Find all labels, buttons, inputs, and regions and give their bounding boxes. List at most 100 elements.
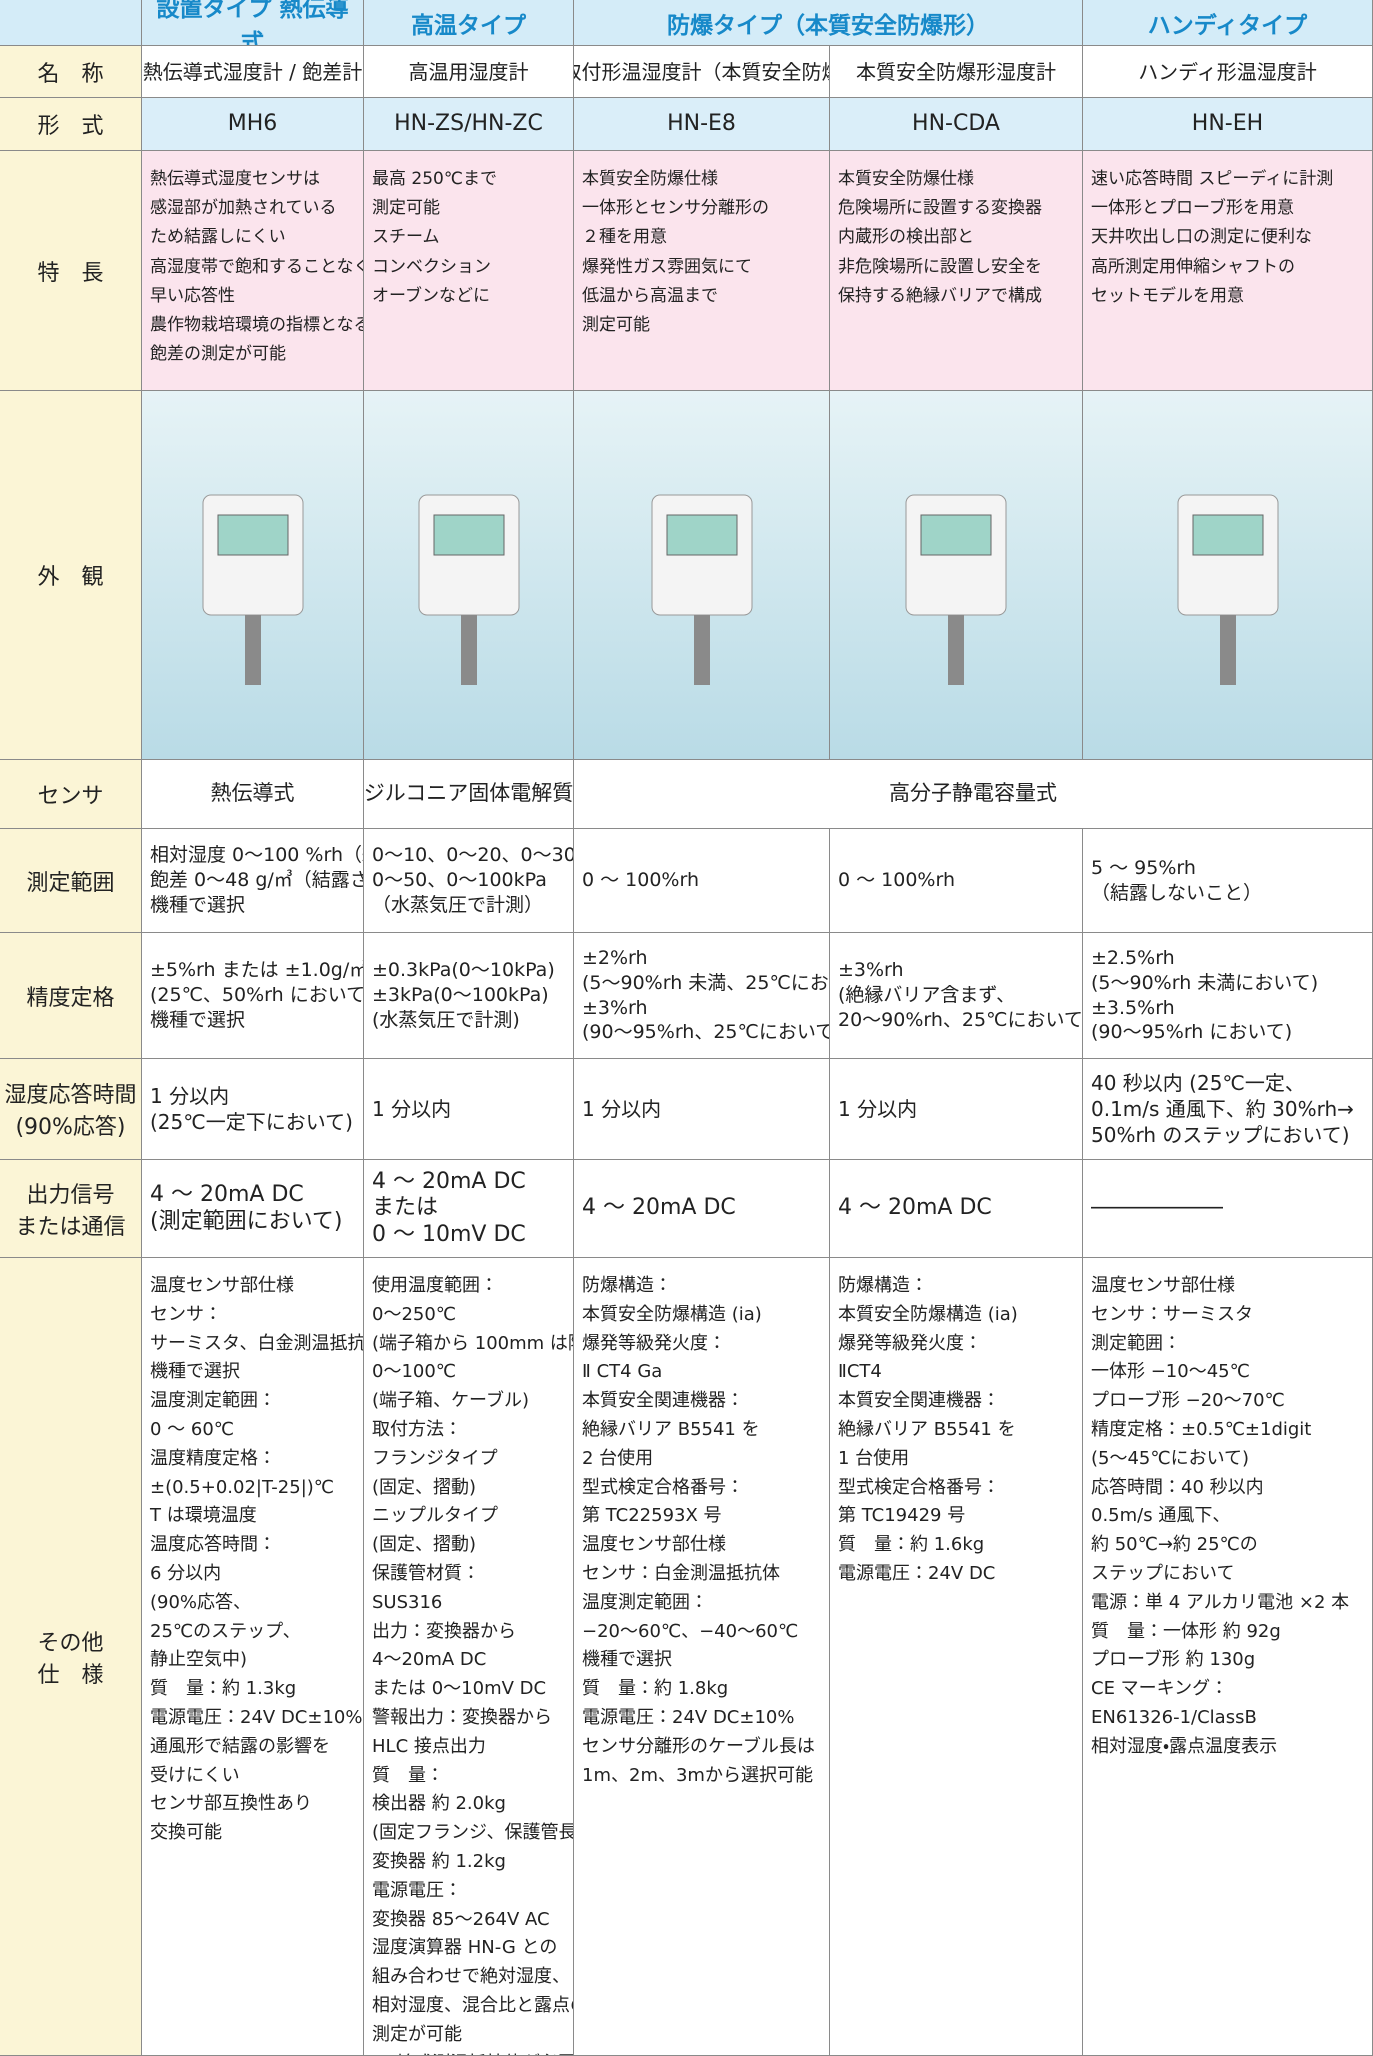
cell-line: 高温用湿度計 [408, 59, 529, 84]
image-cell [364, 391, 574, 760]
cell-line: 1m、2m、3mから選択可能 [582, 1764, 813, 1786]
cell-line: (固定、摺動) [372, 1476, 477, 1498]
cell-line: ±3kPa(0～100kPa) [372, 984, 549, 1007]
cell-line: 機種で選択 [150, 893, 246, 916]
cell-line: (90～95%rh、25℃において) [582, 1021, 830, 1044]
cell-line: 温度センサ部仕様 [1091, 1275, 1235, 1296]
table-cell: 1 分以内 [574, 1059, 830, 1160]
table-cell: 4 ～ 20mA DC [574, 1160, 830, 1258]
cell-line: 測定範囲： [1091, 1332, 1181, 1354]
table-cell: 4 ～ 20mA DC (測定範囲において) [142, 1160, 364, 1258]
cell-line: ±3.5%rh [1091, 996, 1175, 1019]
cell-line: 爆発等級発火度： [838, 1332, 982, 1354]
cell-line: 低温から高温まで [582, 285, 718, 306]
cell-line: 25℃のステップ、 [150, 1620, 301, 1642]
image-cell [142, 391, 364, 760]
cell-line: 測定が可能 [372, 2023, 462, 2045]
cell-line: (25℃、50%rh において) [150, 984, 364, 1007]
cell-line: 2 台使用 [582, 1447, 654, 1469]
cell-line: 静止空気中) [150, 1649, 248, 1671]
row-label: 湿度応答時間 (90%応答) [0, 1059, 142, 1160]
cell-line: 0.1m/s 通風下、約 30%rh→ [1091, 1097, 1354, 1121]
cell-line: 0 ～ 100%rh [838, 869, 956, 892]
cell-line: 電源電圧： [372, 1879, 462, 1901]
cell-line: 6 分以内 [150, 1562, 222, 1584]
cell-line: セットモデルを用意 [1091, 285, 1244, 306]
cell-line: 湿度演算器 HN-G との [372, 1937, 558, 1959]
cell-line: HN-CDA [912, 110, 1000, 136]
cell-line: サーミスタ、白金測温抵抗体 [150, 1332, 364, 1354]
cell-line: 4 ～ 20mA DC [582, 1195, 736, 1221]
row-label-line: 形 式 [37, 114, 104, 139]
cell-line: オーブンなどに [372, 285, 490, 306]
cell-line: 本質安全防爆仕様 [838, 169, 974, 189]
cell-line: 防爆構造： [838, 1275, 928, 1296]
cell-line: (25℃一定下において) [150, 1110, 353, 1134]
row-label-line: 名 称 [37, 61, 104, 87]
table-cell: 本質安全防爆仕様 危険場所に設置する変換器 内蔵形の検出部と 非危険場所に設置し安全を… [830, 151, 1083, 391]
cell-line: (90～95%rh において) [1091, 1021, 1293, 1044]
row-label-line: その他 [37, 1630, 104, 1656]
cell-line: (絶縁バリア含まず、 [838, 984, 1016, 1007]
row-label: 精度定格 [0, 933, 142, 1059]
cell-line: 温度センサ部仕様 [150, 1275, 294, 1296]
cell-line: 交換可能 [150, 1822, 222, 1844]
cell-line: 変換器 約 1.2kg [372, 1850, 506, 1872]
cell-line: 質 量： [372, 1764, 444, 1786]
cell-line: 危険場所に設置する変換器 [838, 198, 1042, 219]
table-cell: HN-E8 [574, 98, 830, 151]
cell-line: 電源：単 4 アルカリ電池 ×2 本 [1091, 1591, 1350, 1613]
cell-line: 使用温度範囲： [372, 1275, 498, 1296]
cell-line: 通風形で結露の影響を [150, 1735, 330, 1757]
cell-line: 5 ～ 95%rh [1091, 856, 1196, 879]
table-cell: 本質安全防爆形湿度計 [830, 46, 1083, 98]
cell-line: 4～20mA DC [372, 1649, 487, 1671]
product-photo [202, 494, 303, 685]
row-label-line: 出力信号 [26, 1182, 115, 1208]
table-cell: ―――――― [1083, 1160, 1373, 1258]
cell-line: 相対湿度・露点温度表示 [1091, 1735, 1278, 1757]
row-label-line: 仕 様 [37, 1662, 104, 1688]
cell-line: センサ部互換性あり [150, 1793, 312, 1815]
table-cell: 4 ～ 20mA DC [830, 1160, 1083, 1258]
cell-line: ⅡCT4 [838, 1361, 882, 1383]
table-cell: 0 ～ 100%rh [830, 829, 1083, 933]
cell-line: 内蔵形の検出部と [838, 227, 974, 248]
cell-line: プローブ形 約 130g [1091, 1649, 1256, 1671]
table-cell: 防爆構造： 本質安全防爆構造 (ia) 爆発等級発火度： ⅡCT4 本質安全関連機器： 絶… [830, 1258, 1083, 2056]
cell-line: 一体形とセンサ分離形の [582, 198, 769, 219]
cell-line: （結露しないこと） [1091, 881, 1263, 904]
cell-line: ため結露しにくい [150, 227, 286, 248]
table-cell: 壁取付形温湿度計（本質安全防爆） [574, 46, 830, 98]
cell-line: 測定可能 [582, 315, 650, 336]
cell-line: 4 ～ 20mA DC [372, 1168, 526, 1194]
cell-line: 本質安全関連機器： [838, 1390, 1000, 1412]
table-cell: 熱伝導式湿度計 / 飽差計 [142, 46, 364, 98]
cell-line: 保持する絶縁バリアで構成 [838, 285, 1042, 306]
cell-line: 本質安全防爆構造 (ia) [582, 1303, 762, 1325]
table-cell: MH6 [142, 98, 364, 151]
cell-line: 飽差の測定が可能 [150, 344, 286, 365]
cell-line: 機種で選択 [150, 1008, 246, 1031]
cell-line: 早い応答性 [150, 285, 235, 306]
table-cell: 熱伝導式湿度センサは 感湿部が加熱されている ため結露しにくい 高湿度帯で飽和すること… [142, 151, 364, 391]
table-cell: 5 ～ 95%rh （結露しないこと） [1083, 829, 1373, 933]
cell-line: 壁取付形温湿度計（本質安全防爆） [574, 59, 829, 84]
cell-line: 一体形 −10～45℃ [1091, 1361, 1250, 1383]
cell-line: 熱伝導式湿度センサは [150, 169, 320, 189]
table-cell: 熱伝導式 [142, 760, 364, 829]
product-photo [418, 494, 519, 685]
table-cell: 最高 250℃まで 測定可能 スチーム コンベクション オーブンなどに [364, 151, 574, 391]
cell-line: 絶縁バリア B5541 を [582, 1418, 760, 1440]
cell-line: 機種で選択 [582, 1649, 672, 1671]
cell-line: HN-EH [1191, 110, 1264, 136]
cell-line: 一体形とプローブ形を用意 [1091, 198, 1294, 219]
cell-line: (3 線式測温抵抗体が必要) [372, 2050, 573, 2055]
cell-line: HN-E8 [667, 110, 736, 136]
cell-line: センサ： [150, 1303, 222, 1325]
cell-line: −20～60℃、−40～60℃ [582, 1620, 799, 1642]
cell-line: 4 ～ 20mA DC [838, 1195, 992, 1221]
table-cell: ±3%rh (絶縁バリア含まず、 20～90%rh、25℃において) [830, 933, 1083, 1059]
cell-line: 温度精度定格： [150, 1447, 276, 1469]
cell-line: センサ分離形のケーブル長は [582, 1735, 815, 1757]
